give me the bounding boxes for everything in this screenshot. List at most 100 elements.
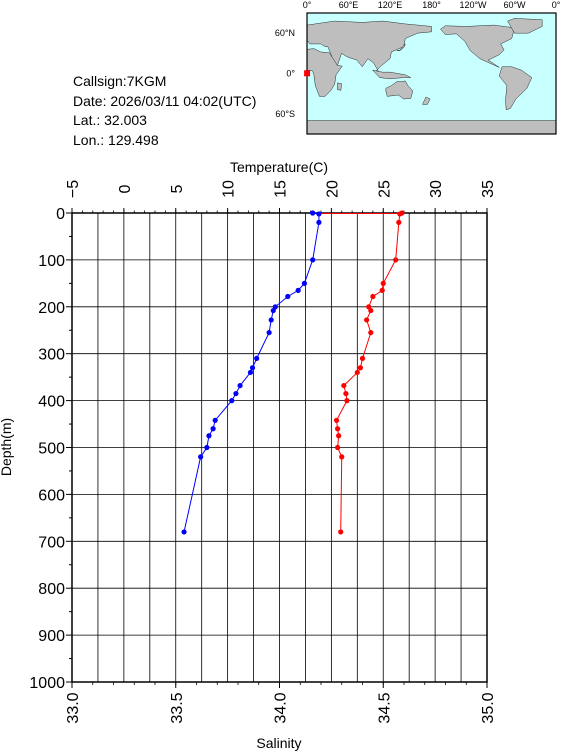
latitude-text: Lat.: 32.003 [73, 112, 147, 128]
grid [72, 213, 487, 682]
salinity-point [301, 280, 307, 286]
antarctica-land [306, 120, 557, 135]
profile-series [181, 210, 405, 535]
temperature-point [357, 365, 364, 371]
salinity-tick-label: 33.0 [65, 692, 82, 723]
salinity-tick-label: 35.0 [480, 692, 497, 723]
map-latitude-label: 0° [286, 69, 295, 79]
temperature-point [336, 433, 342, 439]
world-map: 0° 60°E 120°E 180° 120°W 60°W 0° 60°N 0° 60°S [275, 0, 561, 135]
depth-axis: 0 100 200 300 400 500 600 700 800 900 1000 [29, 206, 72, 692]
salinity-axis: 33.0 33.5 34.0 34.5 35.0 [65, 682, 497, 724]
temperature-point [368, 329, 374, 336]
station-info: Callsign:7KGM Date: 2026/03/11 04:02(UTC… [73, 72, 256, 150]
temperature-point [370, 293, 376, 300]
eurasia-land [306, 20, 432, 73]
salinity-point [198, 454, 204, 460]
salinity-point [204, 444, 210, 451]
temperature-point [335, 444, 341, 451]
temperature-point [379, 287, 385, 293]
salinity-tick-label: 34.0 [273, 692, 290, 723]
salinity-point [210, 426, 216, 432]
temperature-point [343, 390, 349, 397]
depth-tick-label: 400 [38, 394, 65, 411]
map-latitude-label: 60°N [275, 28, 295, 38]
temperature-tick-label: 5 [169, 184, 186, 193]
salinity-tick-label: 33.5 [169, 692, 186, 723]
map-longitude-labels: 0° 60°E 120°E 180° 120°W 60°W 0° [303, 0, 561, 10]
map-longitude-label: 0° [303, 0, 312, 10]
salinity-point [285, 293, 291, 300]
depth-tick-label: 300 [38, 347, 65, 364]
new-zealand-land [422, 96, 431, 105]
depth-tick-label: 100 [38, 253, 65, 270]
map-longitude-label: 60°W [503, 0, 526, 10]
station-marker [304, 70, 311, 77]
salinity-point [295, 287, 301, 293]
map-latitude-label: 60°S [275, 109, 295, 119]
south-america-land [499, 66, 533, 111]
temperature-point [397, 211, 403, 217]
salinity-point [266, 329, 272, 336]
temperature-point [339, 454, 345, 460]
depth-tick-label: 500 [38, 441, 65, 458]
salinity-point [316, 219, 322, 225]
temperature-point [354, 369, 360, 376]
greenland-land [507, 18, 543, 34]
salinity-axis-label: Salinity [256, 735, 301, 751]
temperature-line [336, 212, 403, 532]
temperature-point [364, 317, 370, 323]
north-america-land [440, 24, 515, 68]
salinity-point [206, 433, 212, 439]
salinity-point [181, 529, 187, 535]
depth-tick-label: 900 [38, 628, 65, 645]
depth-tick-label: 700 [38, 534, 65, 551]
temperature-tick-label: 10 [221, 180, 238, 198]
salinity-point [270, 307, 276, 314]
temperature-tick-label: 0 [117, 184, 134, 193]
depth-tick-label: 0 [56, 206, 65, 223]
africa-land [306, 48, 343, 97]
depth-tick-label: 1000 [29, 675, 65, 692]
salinity-point [237, 382, 243, 389]
salinity-point [247, 369, 254, 376]
salinity-tick-label: 34.5 [376, 692, 393, 723]
temperature-point [396, 219, 402, 225]
salinity-point [229, 398, 235, 404]
map-land [306, 18, 557, 135]
salinity-point [233, 390, 239, 397]
temperature-point [368, 307, 374, 314]
depth-tick-label: 200 [38, 300, 65, 317]
salinity-point [212, 417, 218, 423]
temperature-point [333, 417, 340, 423]
map-longitude-label: 120°W [459, 0, 487, 10]
map-longitude-label: 120°E [378, 0, 403, 10]
temperature-axis-label: Temperature(C) [230, 159, 328, 175]
temperature-tick-label: 20 [324, 180, 341, 198]
temperature-tick-label: 30 [428, 180, 445, 198]
map-longitude-label: 0° [552, 0, 561, 10]
japan-land [396, 43, 406, 51]
map-latitude-labels: 60°N 0° 60°S [275, 28, 296, 119]
salinity-point [310, 210, 316, 216]
salinity-point [249, 365, 256, 371]
date-text: Date: 2026/03/11 04:02(UTC) [73, 92, 257, 109]
indonesia-land [372, 69, 411, 80]
temperature-tick-label: 35 [480, 180, 497, 198]
temperature-axis: −5 0 5 10 15 20 25 30 35 [65, 180, 497, 213]
temperature-tick-label: −5 [65, 180, 82, 198]
madagascar-land [337, 82, 342, 91]
depth-tick-label: 800 [38, 581, 65, 598]
map-longitude-label: 180° [422, 0, 441, 10]
longitude-text: Lon.: 129.498 [73, 131, 159, 148]
temperature-point [380, 280, 386, 286]
salinity-point [310, 257, 316, 263]
callsign-text: Callsign:7KGM [73, 73, 167, 89]
salinity-point [268, 317, 274, 323]
temperature-point [359, 355, 366, 361]
temperature-point [341, 382, 347, 389]
temperature-point [393, 257, 399, 263]
depth-axis-label: Depth(m) [0, 418, 14, 476]
temperature-tick-label: 25 [376, 180, 393, 198]
